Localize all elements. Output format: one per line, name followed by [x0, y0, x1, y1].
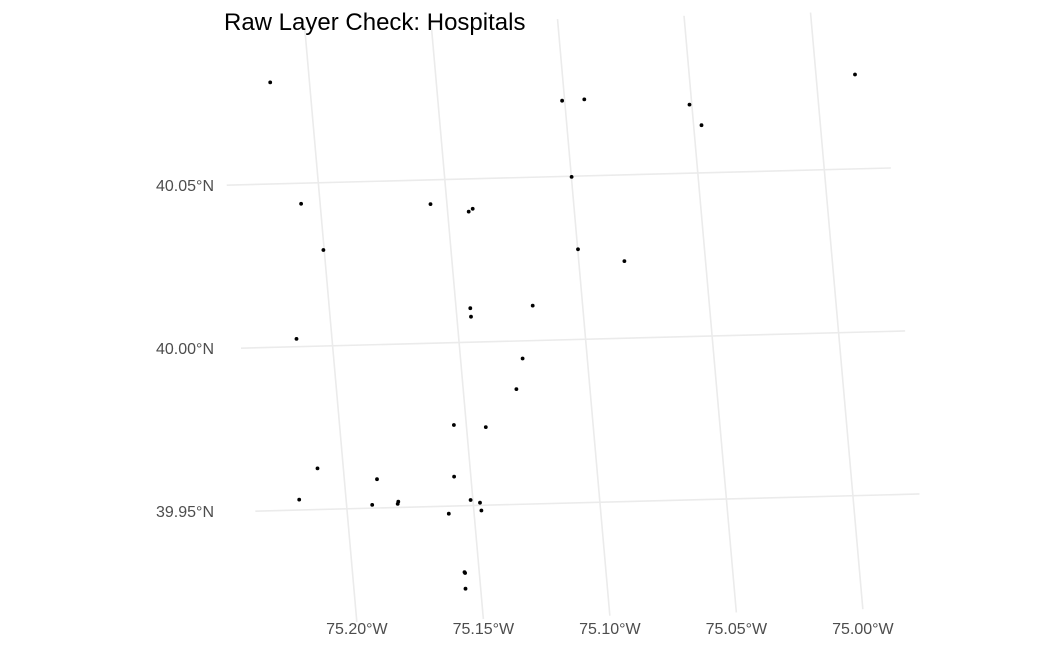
hospital-point: [530, 303, 535, 308]
y-tick-label: 40.05°N: [156, 178, 214, 195]
x-tick-label: 75.00°W: [832, 621, 894, 638]
hospital-point: [315, 466, 320, 471]
hospital-point: [294, 336, 299, 341]
meridian-gridline: [430, 22, 485, 620]
hospital-point: [576, 247, 580, 252]
hospital-point: [375, 477, 379, 482]
hospital-point: [582, 97, 587, 102]
hospital-point: [468, 498, 473, 502]
hospital-point: [466, 209, 471, 214]
hospital-point: [468, 306, 473, 311]
hospital-point: [699, 123, 704, 128]
hospital-point: [469, 314, 473, 319]
x-tick-label: 75.15°W: [453, 621, 515, 638]
meridian-gridline: [809, 12, 864, 610]
hospital-points: [268, 72, 857, 591]
parallel-gridline: [240, 330, 906, 349]
hospital-point: [428, 202, 433, 207]
meridian-gridline: [303, 25, 358, 623]
y-tick-label: 40.00°N: [156, 341, 214, 358]
hospital-point: [520, 356, 525, 361]
hospital-point: [514, 387, 519, 392]
hospital-point: [463, 571, 468, 575]
hospital-point: [478, 500, 482, 505]
x-tick-label: 75.10°W: [579, 621, 641, 638]
hospital-point: [569, 174, 574, 179]
hospital-point: [483, 425, 488, 430]
hospital-point: [370, 502, 375, 507]
hospital-point: [297, 497, 302, 502]
hospital-point: [479, 508, 484, 513]
hospital-point: [268, 80, 273, 85]
meridian-gridline: [683, 15, 738, 613]
hospital-point: [451, 423, 456, 427]
chart-title: Raw Layer Check: Hospitals: [224, 9, 525, 36]
y-tick-label: 39.95°N: [156, 504, 214, 521]
x-axis-tick-labels: 75.20°W 75.15°W 75.10°W 75.05°W 75.00°W: [326, 621, 894, 638]
x-tick-label: 75.20°W: [326, 621, 388, 638]
hospital-point: [396, 499, 401, 504]
graticule: [226, 12, 920, 623]
parallel-gridline: [226, 167, 891, 186]
parallel-gridline: [255, 493, 920, 512]
x-tick-label: 75.05°W: [706, 621, 768, 638]
hospital-point: [446, 511, 451, 516]
hospital-point: [463, 586, 468, 591]
hospital-point: [853, 72, 857, 77]
hospital-point: [299, 201, 304, 206]
hospital-point: [687, 102, 692, 107]
hospital-point: [321, 248, 326, 252]
hospital-point: [452, 474, 457, 479]
hospital-point: [622, 259, 627, 264]
hospital-point: [470, 206, 475, 211]
meridian-gridline: [556, 19, 611, 616]
y-axis-tick-labels: 40.05°N 40.00°N 39.95°N: [156, 178, 214, 521]
hospital-point: [560, 98, 565, 103]
